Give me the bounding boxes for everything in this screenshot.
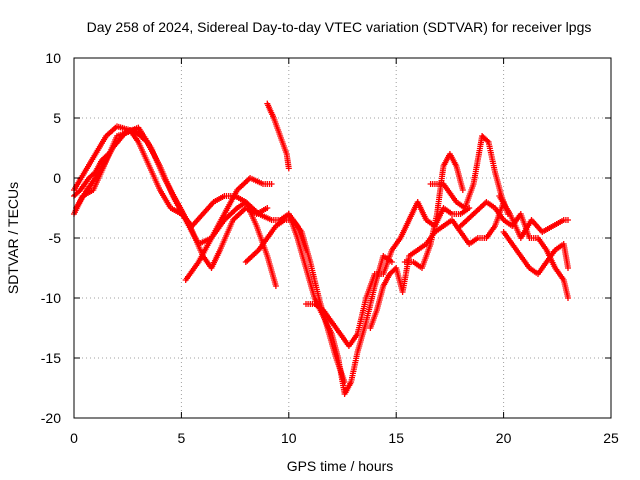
x-tick-label: 10: [281, 430, 297, 446]
series-markers: [457, 199, 571, 301]
y-tick-label: 10: [45, 50, 61, 66]
series-markers: [427, 133, 511, 217]
x-tick-label: 5: [178, 430, 186, 446]
series-markers: [264, 100, 292, 172]
y-tick-label: -15: [41, 350, 61, 366]
series-arc-h: [285, 211, 395, 397]
series-markers: [496, 193, 571, 241]
series-arc-g: [264, 100, 292, 172]
series-arc-n: [500, 229, 571, 277]
series-arc-o: [496, 193, 571, 241]
y-tick-label: -10: [41, 290, 61, 306]
series-markers: [303, 199, 473, 349]
series-markers: [500, 229, 571, 277]
series-markers: [401, 151, 466, 271]
series-arc-i: [303, 199, 473, 349]
chart-plot-data: [71, 100, 571, 397]
series-arc-j: [367, 199, 507, 331]
series-arc-l: [427, 133, 511, 217]
y-tick-label: 0: [53, 170, 61, 186]
series-markers: [285, 211, 395, 397]
series-arc-k: [401, 151, 466, 271]
y-tick-label: -5: [49, 230, 62, 246]
x-tick-label: 15: [388, 430, 404, 446]
y-axis-label: SDTVAR / TECUs: [5, 182, 21, 294]
chart-title: Day 258 of 2024, Sidereal Day-to-day VTE…: [87, 19, 592, 35]
chart-axis-ticks: 0 5 10 15 20 25 -20 -15 -10 -5 0 5 10: [41, 50, 619, 446]
x-tick-label: 0: [70, 430, 78, 446]
series-arc-m: [457, 199, 571, 301]
y-tick-label: -20: [41, 410, 61, 426]
chart-grid: [74, 58, 611, 418]
x-tick-label: 20: [496, 430, 512, 446]
x-axis-label: GPS time / hours: [287, 458, 394, 474]
y-tick-label: 5: [53, 110, 61, 126]
x-tick-label: 25: [603, 430, 619, 446]
series-markers: [367, 199, 507, 331]
